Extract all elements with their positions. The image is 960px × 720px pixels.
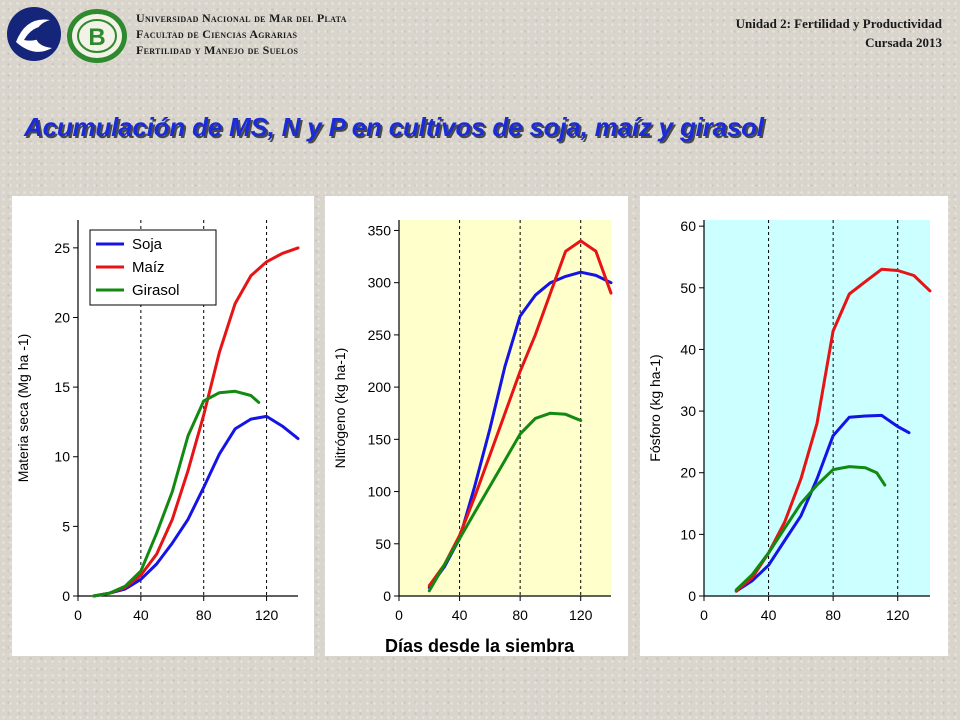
y-tick-label: 50 (375, 536, 391, 552)
y-tick-label: 20 (54, 309, 70, 325)
y-axis-label: Materia seca (Mg ha -1) (15, 334, 31, 483)
y-tick-label: 300 (368, 275, 392, 291)
plot-area (399, 220, 611, 596)
slide-title: Acumulación de MS, N y P en cultivos de … (24, 112, 764, 142)
y-axis-label: Fósforo (kg ha-1) (647, 354, 663, 461)
series-line-maiz (427, 239, 613, 588)
y-tick-label: 20 (680, 465, 696, 481)
x-tick-label: 120 (255, 607, 279, 623)
y-tick-label: 30 (680, 403, 696, 419)
x-tick-label: 40 (133, 607, 149, 623)
series-line-soja (734, 413, 911, 593)
y-tick-label: 200 (368, 379, 392, 395)
chart-nitrogen: 0 50 100 150 200 250 300 350 0 40 80 120 Nitrógeno (… (332, 220, 613, 623)
y-tick-label: 50 (680, 280, 696, 296)
course-year: Cursada 2013 (865, 35, 942, 50)
x-tick-label: 80 (512, 607, 528, 623)
chart-panel-phosphorus: 0 10 20 30 40 50 60 0 40 80 120 Fósforo (kg ha-1) (640, 196, 948, 656)
chart-phosphorus: 0 10 20 30 40 50 60 0 40 80 120 Fósforo (kg ha-1) (647, 218, 932, 623)
y-tick-label: 350 (368, 222, 392, 238)
y-tick-label: 40 (680, 341, 696, 357)
y-tick-label: 10 (54, 449, 70, 465)
y-tick-label: 5 (62, 518, 70, 534)
y-axis-label: Nitrógeno (kg ha-1) (332, 348, 348, 469)
university-lines: Universidad Nacional de Mar del Plata Fa… (136, 10, 347, 58)
y-tick-label: 0 (383, 588, 391, 604)
x-tick-label: 40 (452, 607, 468, 623)
y-tick-label: 10 (680, 526, 696, 542)
legend-label-soja: Soja (132, 236, 163, 253)
plot-area (704, 220, 930, 596)
chart-panel-nitrogen: 0 50 100 150 200 250 300 350 0 40 80 120 Nitrógeno (… (325, 196, 628, 656)
y-tick-label: 0 (688, 588, 696, 604)
course-info: Unidad 2: Fertilidad y Productividad Cur… (736, 14, 942, 52)
y-tick-label: 60 (680, 218, 696, 234)
unit-label: Unidad 2: Fertilidad y Productividad (735, 16, 942, 31)
seal-letter: B (88, 24, 105, 51)
x-tick-label: 80 (196, 607, 212, 623)
seal-b-logo-icon: B (67, 9, 127, 63)
y-tick-label: 0 (62, 588, 70, 604)
chart-dry-matter: 0 5 10 15 20 25 0 40 80 120 Materia seca (Mg ha -1… (15, 220, 300, 623)
shared-x-axis-label: Días desde la siembra (385, 636, 575, 656)
x-tick-label: 80 (825, 607, 841, 623)
x-tick-label: 40 (761, 607, 777, 623)
x-tick-label: 0 (700, 607, 708, 623)
university-line-3: Fertilidad y Manejo de Suelos (136, 43, 299, 57)
university-line-1: Universidad Nacional de Mar del Plata (136, 11, 347, 25)
legend-label-girasol: Girasol (132, 282, 180, 299)
x-tick-label: 0 (74, 607, 82, 623)
x-tick-label: 120 (569, 607, 593, 623)
series-line-girasol (734, 465, 887, 592)
y-tick-label: 250 (368, 327, 392, 343)
series-line-girasol (92, 389, 261, 598)
legend-label-maiz: Maíz (132, 259, 165, 276)
y-tick-label: 25 (54, 240, 70, 256)
chart-panel-dry-matter: 0 5 10 15 20 25 0 40 80 120 Materia seca (Mg ha -1… (12, 196, 314, 656)
series-line-girasol (427, 411, 583, 593)
x-tick-label: 120 (886, 607, 910, 623)
university-line-2: Facultad de Ciencias Agrarias (136, 27, 298, 41)
y-tick-label: 100 (368, 484, 392, 500)
y-tick-label: 15 (54, 379, 70, 395)
y-tick-label: 150 (368, 431, 392, 447)
x-tick-label: 0 (395, 607, 403, 623)
wave-logo-icon (7, 7, 61, 61)
